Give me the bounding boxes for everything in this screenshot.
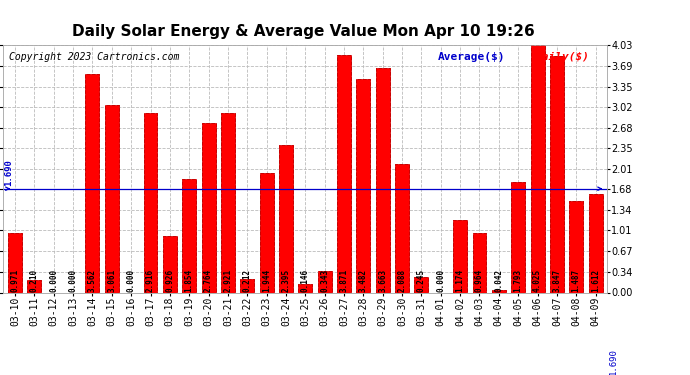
Text: 1.793: 1.793 — [513, 269, 523, 292]
Text: 3.061: 3.061 — [108, 269, 117, 292]
Text: 0.042: 0.042 — [494, 269, 503, 292]
Text: 2.916: 2.916 — [146, 269, 155, 292]
Bar — [492, 290, 506, 292]
Bar — [259, 173, 274, 292]
Text: Daily Solar Energy & Average Value Mon Apr 10 19:26: Daily Solar Energy & Average Value Mon A… — [72, 24, 535, 39]
Text: 4.025: 4.025 — [533, 269, 542, 292]
Bar — [182, 178, 196, 292]
Bar — [240, 279, 254, 292]
Bar — [550, 56, 564, 292]
Bar — [550, 56, 564, 292]
Text: 3.482: 3.482 — [359, 269, 368, 292]
Bar — [201, 123, 215, 292]
Text: 1.944: 1.944 — [262, 269, 271, 292]
Bar — [415, 278, 428, 292]
Text: 3.663: 3.663 — [378, 269, 387, 292]
Text: 2.764: 2.764 — [204, 269, 213, 292]
Bar — [163, 236, 177, 292]
Text: 0.146: 0.146 — [301, 269, 310, 292]
Bar — [589, 194, 602, 292]
Bar — [86, 74, 99, 292]
Bar — [279, 146, 293, 292]
Bar — [105, 105, 119, 292]
Bar — [317, 272, 332, 292]
Bar — [144, 113, 157, 292]
Bar — [357, 79, 371, 292]
Bar — [144, 113, 157, 292]
Bar — [8, 233, 22, 292]
Bar — [453, 220, 467, 292]
Bar — [376, 68, 390, 292]
Text: 0.212: 0.212 — [243, 269, 252, 292]
Bar — [28, 280, 41, 292]
Bar — [473, 233, 486, 292]
Text: 3.562: 3.562 — [88, 269, 97, 292]
Bar — [259, 173, 274, 292]
Text: 0.210: 0.210 — [30, 269, 39, 292]
Text: 0.000: 0.000 — [127, 269, 136, 292]
Text: 1.174: 1.174 — [455, 269, 464, 292]
Bar — [240, 279, 254, 292]
Bar — [357, 79, 371, 292]
Bar — [376, 68, 390, 292]
Bar — [28, 280, 41, 292]
Bar — [531, 45, 544, 292]
Bar — [531, 45, 544, 292]
Text: 2.395: 2.395 — [282, 269, 290, 292]
Bar — [298, 284, 313, 292]
Bar — [337, 55, 351, 292]
Text: 1.487: 1.487 — [572, 269, 581, 292]
Text: 3.847: 3.847 — [553, 269, 562, 292]
Bar — [201, 123, 215, 292]
Text: 1.690: 1.690 — [609, 348, 618, 375]
Bar — [511, 182, 525, 292]
Text: 0.000: 0.000 — [49, 269, 58, 292]
Bar — [453, 220, 467, 292]
Bar — [569, 201, 583, 292]
Bar — [589, 194, 602, 292]
Text: 2.921: 2.921 — [224, 269, 233, 292]
Bar — [473, 233, 486, 292]
Bar — [221, 113, 235, 292]
Bar — [395, 164, 409, 292]
Text: 2.088: 2.088 — [397, 269, 406, 292]
Text: 0.245: 0.245 — [417, 269, 426, 292]
Text: Copyright 2023 Cartronics.com: Copyright 2023 Cartronics.com — [10, 53, 180, 62]
Bar — [511, 182, 525, 292]
Text: Average($): Average($) — [438, 53, 506, 62]
Bar — [163, 236, 177, 292]
Text: 0.000: 0.000 — [436, 269, 445, 292]
Bar — [492, 290, 506, 292]
Bar — [182, 178, 196, 292]
Text: 1.690: 1.690 — [4, 159, 13, 186]
Text: 0.000: 0.000 — [68, 269, 77, 292]
Bar — [105, 105, 119, 292]
Bar — [569, 201, 583, 292]
Text: 0.343: 0.343 — [320, 269, 329, 292]
Bar — [86, 74, 99, 292]
Text: 0.964: 0.964 — [475, 269, 484, 292]
Bar — [279, 146, 293, 292]
Bar — [298, 284, 313, 292]
Bar — [317, 272, 332, 292]
Bar — [415, 278, 428, 292]
Bar — [221, 113, 235, 292]
Bar — [395, 164, 409, 292]
Bar — [8, 233, 22, 292]
Text: 1.854: 1.854 — [185, 269, 194, 292]
Text: 0.971: 0.971 — [10, 269, 19, 292]
Text: 0.926: 0.926 — [166, 269, 175, 292]
Text: 3.871: 3.871 — [339, 269, 348, 292]
Bar — [337, 55, 351, 292]
Text: Daily($): Daily($) — [535, 53, 589, 63]
Text: 1.612: 1.612 — [591, 269, 600, 292]
